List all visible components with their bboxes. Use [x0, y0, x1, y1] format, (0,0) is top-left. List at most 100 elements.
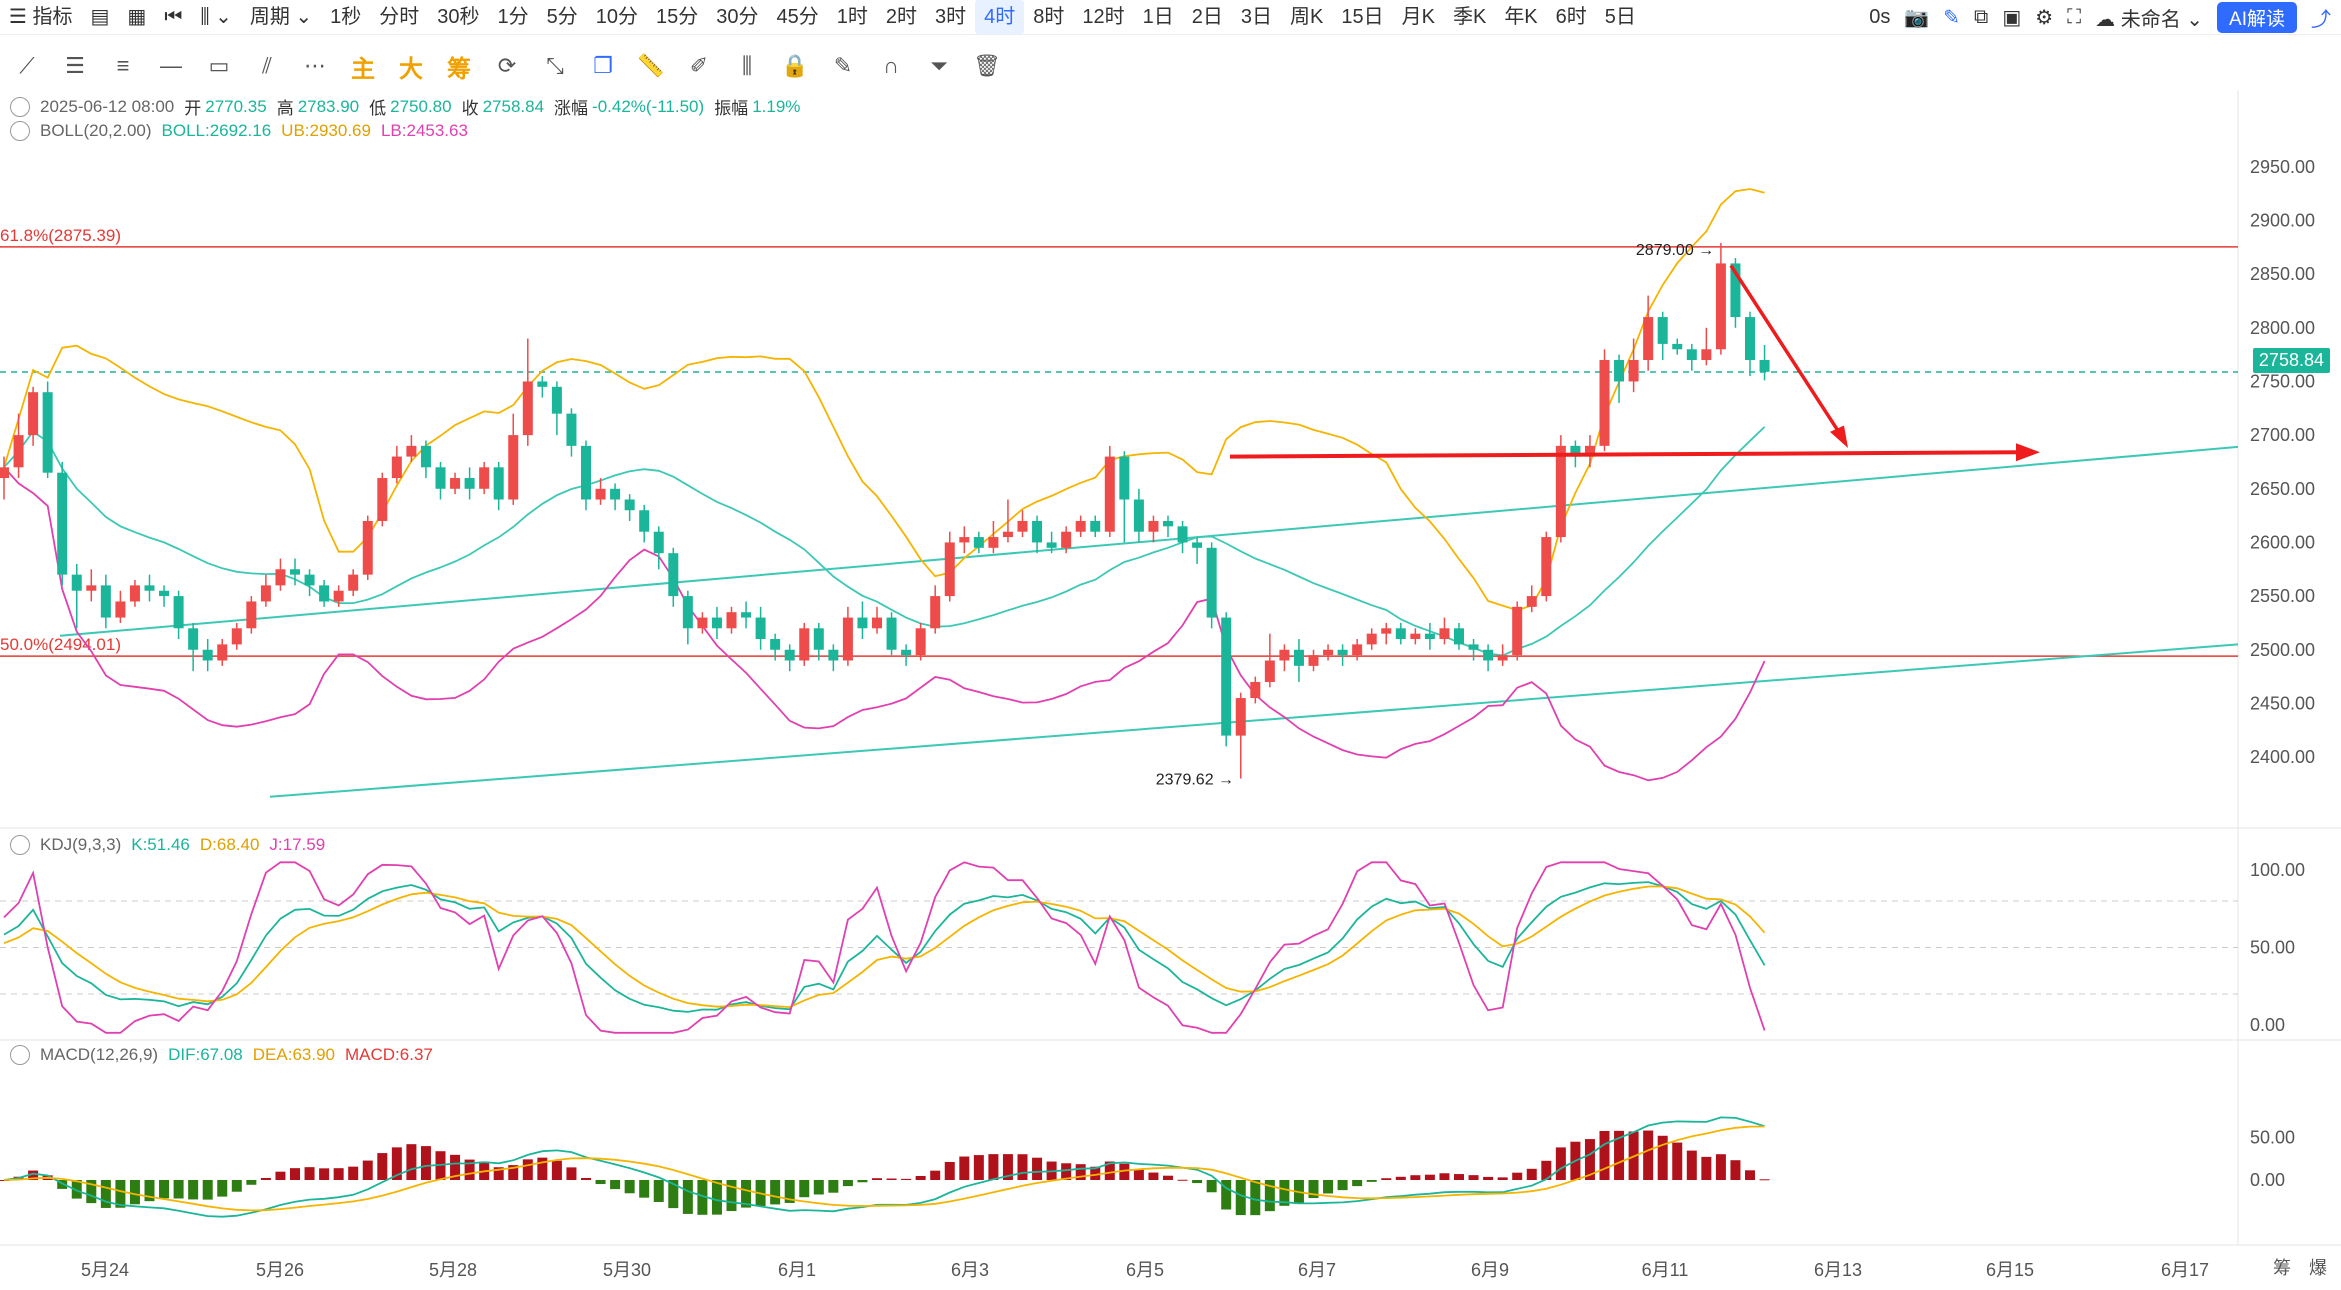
indicator-menu[interactable]: ☰ 指标 — [9, 6, 73, 28]
chart-type-icon[interactable]: ⫼ ⌄ — [200, 6, 232, 28]
period-item[interactable]: 4时 — [975, 0, 1025, 34]
price-axis-label: 2550.00 — [2250, 586, 2315, 606]
eye-icon[interactable] — [10, 1045, 30, 1065]
period-item[interactable]: 周K — [1290, 6, 1324, 28]
candles-icon[interactable]: ⫼ — [741, 53, 753, 78]
fib-icon[interactable]: ⫽ — [262, 53, 272, 78]
share-icon[interactable]: ⤴ — [2311, 8, 2331, 31]
macd-histogram-bar — [944, 1161, 955, 1180]
trash-icon[interactable]: 🗑 — [973, 53, 1001, 78]
brush-icon[interactable]: ✐ — [689, 53, 709, 78]
macd-histogram-bar — [711, 1180, 722, 1215]
macd-histogram-bar — [1163, 1175, 1173, 1180]
candle-body — [1454, 628, 1464, 645]
period-item[interactable]: 30秒 — [437, 6, 480, 28]
replay-icon[interactable]: ⏮ — [164, 6, 183, 28]
lock-icon[interactable]: 🔒 — [781, 53, 809, 78]
fullscreen-icon[interactable]: ⛶ — [2067, 5, 2082, 28]
period-item[interactable]: 月K — [1401, 6, 1435, 28]
candle-body — [260, 585, 271, 602]
eye-icon[interactable] — [10, 96, 30, 117]
macd-histogram-bar — [988, 1154, 999, 1180]
period-item[interactable]: 6时 — [1555, 6, 1587, 28]
horizontal-ray-icon[interactable]: — — [160, 53, 182, 78]
macd-histogram-bar — [275, 1171, 286, 1180]
period-item[interactable]: 45分 — [776, 6, 819, 28]
macd-histogram-bar — [857, 1180, 868, 1183]
candle-body — [872, 617, 882, 629]
explode-toggle[interactable]: 爆 — [2309, 1258, 2327, 1278]
big-button[interactable]: 大 — [399, 55, 423, 83]
macd-histogram-bar — [581, 1177, 591, 1180]
filter-icon[interactable]: ⏷ — [930, 53, 948, 78]
period-item[interactable]: 1时 — [836, 6, 868, 28]
macd-histogram-bar — [1323, 1180, 1334, 1194]
period-item[interactable]: 2日 — [1191, 6, 1223, 28]
parallel-lines-icon[interactable]: ☰ — [65, 53, 85, 78]
candle-body — [1439, 628, 1450, 640]
period-menu[interactable]: 周期 ⌄ — [249, 6, 313, 28]
candle-body — [159, 590, 170, 597]
magnet-icon[interactable]: ∩ — [883, 53, 899, 78]
macd-histogram-bar — [1468, 1175, 1479, 1180]
screen-icon[interactable]: ▣ — [2002, 6, 2022, 29]
kdj-name[interactable]: KDJ(9,3,3) — [40, 835, 122, 854]
note-icon[interactable]: ✎ — [833, 53, 853, 78]
period-item[interactable]: 30分 — [716, 6, 759, 28]
macd-histogram-bar — [668, 1180, 679, 1209]
candle-body — [420, 445, 431, 468]
candle-body — [202, 649, 213, 661]
period-item[interactable]: 12时 — [1082, 6, 1125, 28]
period-item[interactable]: 3时 — [935, 6, 967, 28]
measure-icon[interactable]: ⤡ — [546, 53, 564, 78]
period-item[interactable]: 1分 — [497, 6, 529, 28]
candle-body — [246, 601, 257, 629]
layout-icon[interactable]: ▦ — [127, 6, 147, 28]
eye-icon[interactable] — [10, 835, 30, 855]
period-item[interactable]: 8时 — [1033, 6, 1065, 28]
period-item[interactable]: 年K — [1504, 6, 1538, 28]
boll-name[interactable]: BOLL(20,2.00) — [40, 121, 152, 140]
candle-body — [450, 478, 461, 489]
chip-toggle[interactable]: 筹 — [2273, 1258, 2291, 1278]
period-item[interactable]: 2时 — [885, 6, 918, 28]
period-item[interactable]: 5日 — [1604, 6, 1636, 28]
more-tools-icon[interactable]: ⋯ — [304, 53, 326, 78]
period-item[interactable]: 季K — [1452, 6, 1487, 28]
window-icon[interactable]: ⧉ — [1974, 5, 1989, 28]
period-item[interactable]: 1秒 — [330, 6, 362, 28]
macd-histogram-bar — [915, 1175, 926, 1180]
cloud-layout-menu[interactable]: ☁ 未命名 ⌄ — [2095, 8, 2204, 31]
trendline-tool-icon[interactable]: ⟋ — [19, 53, 35, 78]
candle-body — [86, 585, 97, 591]
main-button[interactable]: 主 — [351, 55, 375, 83]
macd-histogram-bar — [1002, 1154, 1013, 1180]
ruler-icon[interactable]: 📏 — [637, 53, 665, 78]
sync-icon[interactable]: ⟳ — [497, 53, 517, 78]
candle-body — [522, 381, 533, 436]
period-item[interactable]: 分时 — [379, 6, 420, 28]
horizontal-lines-icon[interactable]: ≡ — [116, 53, 130, 78]
period-item[interactable]: 1日 — [1142, 6, 1174, 28]
camera-icon[interactable]: 📷 — [1904, 6, 1930, 29]
eye-icon[interactable] — [10, 121, 30, 141]
calendar-icon[interactable]: ▤ — [90, 6, 110, 28]
pen-icon[interactable]: ✎ — [1943, 6, 1961, 29]
rectangle-icon[interactable]: ▭ — [208, 53, 230, 78]
period-item[interactable]: 15分 — [656, 6, 699, 28]
macd-histogram-bar — [959, 1156, 970, 1180]
gear-icon[interactable]: ⚙ — [2035, 6, 2054, 29]
period-item[interactable]: 10分 — [595, 6, 639, 28]
period-item[interactable]: 15日 — [1341, 6, 1384, 28]
period-item[interactable]: 5分 — [546, 6, 578, 28]
macd-name[interactable]: MACD(12,26,9) — [40, 1045, 159, 1064]
fib-50-label: 50.0%(2494.01) — [0, 635, 121, 654]
macd-histogram-bar — [1745, 1170, 1755, 1180]
chip-button[interactable]: 筹 — [447, 55, 471, 83]
ai-explain-button[interactable]: AI解读 — [2217, 1, 2297, 33]
macd-histogram-bar — [246, 1180, 257, 1185]
copy-icon[interactable]: ❐ — [593, 53, 613, 78]
period-item[interactable]: 3日 — [1240, 6, 1273, 28]
macd-histogram-bar — [129, 1180, 140, 1205]
